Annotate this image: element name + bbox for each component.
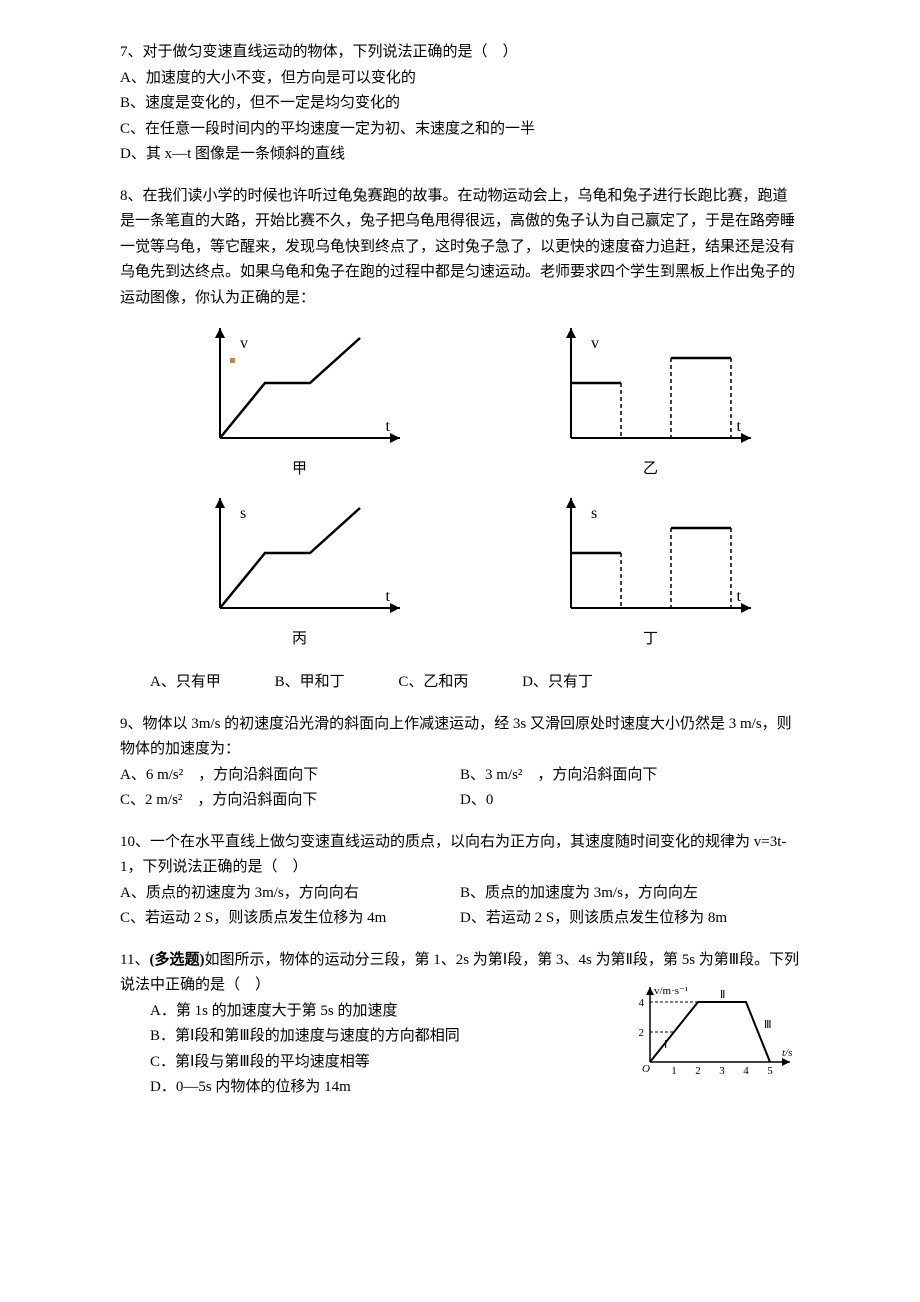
graph-bing: s t 丙	[150, 493, 449, 653]
q9-opt-b: B、3 m/s² ，方向沿斜面向下	[460, 763, 800, 789]
question-9: 9、物体以 3m/s 的初速度沿光滑的斜面向上作减速运动，经 3s 又滑回原处时…	[120, 712, 800, 814]
marker-dot	[230, 358, 235, 363]
xtick-4: 4	[743, 1065, 749, 1077]
q9-opt-c: C、2 m/s² ，方向沿斜面向下	[120, 788, 460, 814]
q10-options: A、质点的初速度为 3m/s，方向向右 B、质点的加速度为 3m/s，方向向左 …	[120, 881, 800, 932]
graph-ding: s t 丁	[501, 493, 800, 653]
q11-graph: 2 4 1 2 3 4 5 Ⅰ Ⅱ Ⅲ v/m·s⁻¹ t/s O	[630, 982, 800, 1092]
chart-ding: s t	[541, 493, 761, 623]
origin: O	[642, 1063, 650, 1075]
q8-options: A、只有甲 B、甲和丁 C、乙和丙 D、只有丁	[150, 670, 800, 696]
ytick-4: 4	[639, 997, 645, 1009]
q9-opt-d: D、0	[460, 788, 800, 814]
chart-bing: s t	[190, 493, 410, 623]
q10-opt-a: A、质点的初速度为 3m/s，方向向右	[120, 881, 460, 907]
chart-jia: v t	[190, 323, 410, 453]
svg-text:v: v	[591, 335, 599, 352]
region-1: Ⅰ	[664, 1039, 667, 1051]
question-11: 11、(多选题)如图所示，物体的运动分三段，第 1、2s 为第Ⅰ段，第 3、4s…	[120, 948, 800, 1101]
q7-opt-b: B、速度是变化的，但不一定是均匀变化的	[120, 91, 800, 117]
axis-v: v	[240, 335, 248, 352]
q10-opt-c: C、若运动 2 S，则该质点发生位移为 4m	[120, 906, 460, 932]
q10-stem: 10、一个在水平直线上做匀变速直线运动的质点，以向右为正方向，其速度随时间变化的…	[120, 830, 800, 881]
q8-opt-d: D、只有丁	[522, 670, 593, 696]
xtick-1: 1	[671, 1065, 677, 1077]
q7-opt-a: A、加速度的大小不变，但方向是可以变化的	[120, 66, 800, 92]
xtick-2: 2	[695, 1065, 701, 1077]
q9-opt-a: A、6 m/s² ，方向沿斜面向下	[120, 763, 460, 789]
region-2: Ⅱ	[720, 989, 725, 1001]
q11-multi: (多选题)	[149, 952, 204, 968]
q10-opt-d: D、若运动 2 S，则该质点发生位移为 8m	[460, 906, 800, 932]
q8-opt-b: B、甲和丁	[275, 670, 345, 696]
question-10: 10、一个在水平直线上做匀变速直线运动的质点，以向右为正方向，其速度随时间变化的…	[120, 830, 800, 932]
q9-options: A、6 m/s² ，方向沿斜面向下 B、3 m/s² ，方向沿斜面向下 C、2 …	[120, 763, 800, 814]
q8-opt-c: C、乙和丙	[398, 670, 468, 696]
q8-graph-grid: v t 甲 v t 乙	[150, 323, 800, 662]
q10-opt-b: B、质点的加速度为 3m/s，方向向左	[460, 881, 800, 907]
label-ding: 丁	[501, 627, 800, 653]
q11-prefix: 11、	[120, 952, 149, 968]
question-8: 8、在我们读小学的时候也许听过龟兔赛跑的故事。在动物运动会上，乌龟和兔子进行长跑…	[120, 184, 800, 696]
graph-yi: v t 乙	[501, 323, 800, 483]
label-yi: 乙	[501, 457, 800, 483]
question-7: 7、对于做匀变速直线运动的物体，下列说法正确的是（ ） A、加速度的大小不变，但…	[120, 40, 800, 168]
svg-text:t: t	[736, 588, 741, 605]
q7-stem: 7、对于做匀变速直线运动的物体，下列说法正确的是（ ）	[120, 40, 800, 66]
svg-text:s: s	[240, 505, 246, 522]
graph-jia: v t 甲	[150, 323, 449, 483]
xtick-5: 5	[767, 1065, 773, 1077]
chart-q11: 2 4 1 2 3 4 5 Ⅰ Ⅱ Ⅲ v/m·s⁻¹ t/s O	[630, 982, 800, 1082]
ytick-2: 2	[639, 1027, 645, 1039]
q8-stem: 8、在我们读小学的时候也许听过龟兔赛跑的故事。在动物运动会上，乌龟和兔子进行长跑…	[120, 184, 800, 312]
svg-text:t: t	[385, 588, 390, 605]
svg-text:t: t	[736, 418, 741, 435]
xlabel: t/s	[782, 1047, 792, 1059]
xtick-3: 3	[719, 1065, 725, 1077]
chart-yi: v t	[541, 323, 761, 453]
region-3: Ⅲ	[764, 1019, 772, 1031]
svg-text:s: s	[591, 505, 597, 522]
ylabel: v/m·s⁻¹	[654, 985, 688, 997]
label-bing: 丙	[150, 627, 449, 653]
q7-opt-c: C、在任意一段时间内的平均速度一定为初、末速度之和的一半	[120, 117, 800, 143]
q9-stem: 9、物体以 3m/s 的初速度沿光滑的斜面向上作减速运动，经 3s 又滑回原处时…	[120, 712, 800, 763]
label-jia: 甲	[150, 457, 449, 483]
q8-opt-a: A、只有甲	[150, 670, 221, 696]
q7-opt-d: D、其 x—t 图像是一条倾斜的直线	[120, 142, 800, 168]
svg-text:t: t	[385, 418, 390, 435]
